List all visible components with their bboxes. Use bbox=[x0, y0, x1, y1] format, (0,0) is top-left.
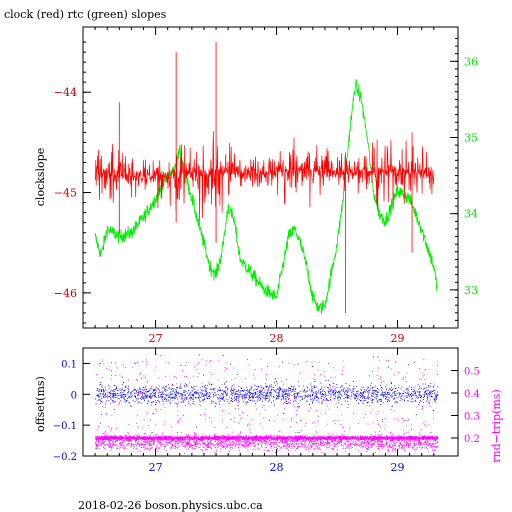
top-x-tick-label: 27 bbox=[149, 332, 163, 345]
bottom-y2-tick-label: 0.2 bbox=[464, 434, 480, 445]
top-y2-tick-label: 33 bbox=[464, 284, 478, 297]
footer-text: 2018-02-26 boson.physics.ubc.ca bbox=[78, 499, 263, 512]
series-clock-line bbox=[94, 131, 435, 221]
bottom-y-tick-label: −0.1 bbox=[53, 421, 77, 432]
bottom-x-tick-label: 29 bbox=[391, 461, 405, 474]
bottom-y2-tick-label: 0.4 bbox=[464, 389, 480, 400]
bottom-y-tick-label: 0.1 bbox=[61, 359, 77, 370]
bottom-y2-tick-label: 0.3 bbox=[464, 412, 480, 423]
top-y-tick-label: −46 bbox=[54, 287, 77, 300]
bottom-x-tick-label: 27 bbox=[149, 461, 163, 474]
top-x-tick-label: 28 bbox=[270, 332, 284, 345]
bottom-y-axis-label: offset(ms) bbox=[34, 376, 47, 432]
top-y-tick-label: −44 bbox=[54, 86, 77, 99]
top-x-tick-label: 29 bbox=[391, 332, 405, 345]
top-frame bbox=[82, 26, 459, 329]
bottom-plot-area bbox=[95, 354, 439, 454]
series-offset-points bbox=[95, 354, 439, 445]
bottom-frame bbox=[82, 347, 459, 457]
bottom-y2-tick-label: 0.5 bbox=[464, 367, 480, 378]
bottom-y-tick-label: 0 bbox=[71, 390, 77, 401]
page-title: clock (red) rtc (green) slopes bbox=[4, 8, 167, 21]
bottom-y2-axis-label: rnd−trip(ms) bbox=[490, 389, 503, 463]
bottom-x-tick-label: 28 bbox=[270, 461, 284, 474]
top-y2-tick-label: 36 bbox=[464, 55, 478, 68]
series-rnd-trip-points bbox=[95, 358, 439, 454]
top-y-axis-label: clockslope bbox=[34, 148, 47, 206]
top-plot-area bbox=[94, 42, 438, 314]
top-y-tick-label: −45 bbox=[54, 187, 77, 200]
top-y2-tick-label: 34 bbox=[464, 208, 478, 221]
bottom-y-tick-label: −0.2 bbox=[53, 452, 77, 463]
top-y2-tick-label: 35 bbox=[464, 131, 478, 144]
series-rtc-line bbox=[94, 78, 438, 314]
